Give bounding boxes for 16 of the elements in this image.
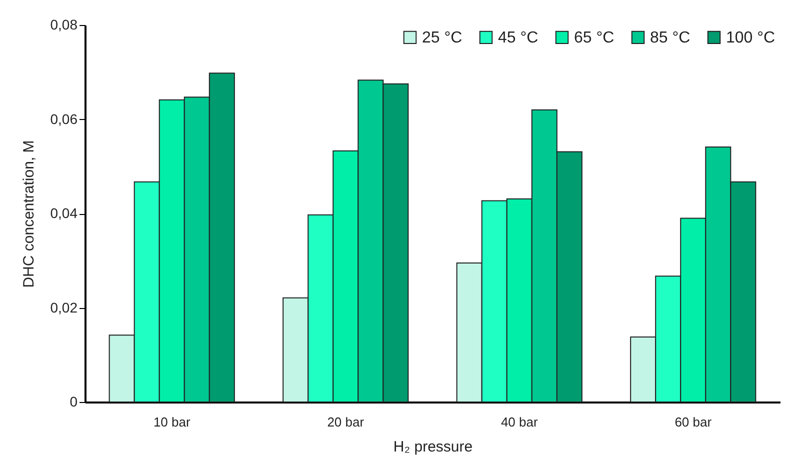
legend-label: 85 °C xyxy=(650,29,690,46)
x-tick-label: 40 bar xyxy=(500,414,538,430)
y-tick-label: 0 xyxy=(70,394,78,410)
x-tick-label: 10 bar xyxy=(153,414,191,430)
x-tick-label: 60 bar xyxy=(674,414,712,430)
legend-label: 65 °C xyxy=(574,29,614,46)
y-axis-title: DHC concentration, M xyxy=(20,140,38,288)
y-tick-label: 0,06 xyxy=(50,110,78,127)
legend-label: 100 °C xyxy=(726,29,776,46)
x-axis-title: H₂ pressure xyxy=(393,438,473,456)
legend-label: 45 °C xyxy=(498,29,538,46)
legend-label: 25 °C xyxy=(422,29,462,46)
y-tick-label: 0,08 xyxy=(50,16,78,32)
x-tick-label: 20 bar xyxy=(327,414,365,430)
y-tick-label: 0,04 xyxy=(50,205,78,221)
y-tick-label: 0,02 xyxy=(50,299,78,316)
